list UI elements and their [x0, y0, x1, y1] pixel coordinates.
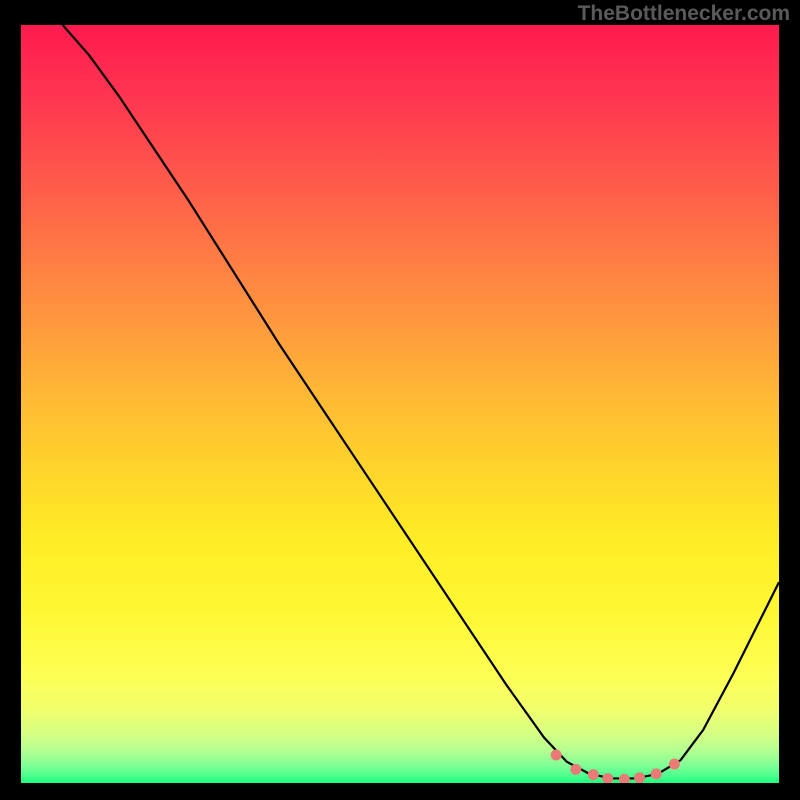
- curve-marker: [651, 769, 661, 779]
- curve-marker: [619, 774, 629, 783]
- curve-marker: [588, 770, 598, 780]
- plot-svg: [21, 25, 779, 783]
- curve-marker: [635, 773, 645, 783]
- plot-frame: [21, 25, 779, 783]
- bottleneck-curve: [63, 25, 779, 778]
- gradient-background: [21, 25, 779, 783]
- curve-marker: [551, 750, 561, 760]
- curve-marker: [669, 759, 679, 769]
- curve-marker: [571, 764, 581, 774]
- watermark-text: TheBottlenecker.com: [578, 2, 790, 26]
- plot-area: [21, 25, 779, 783]
- curve-marker: [603, 773, 613, 783]
- marker-cluster: [551, 750, 679, 783]
